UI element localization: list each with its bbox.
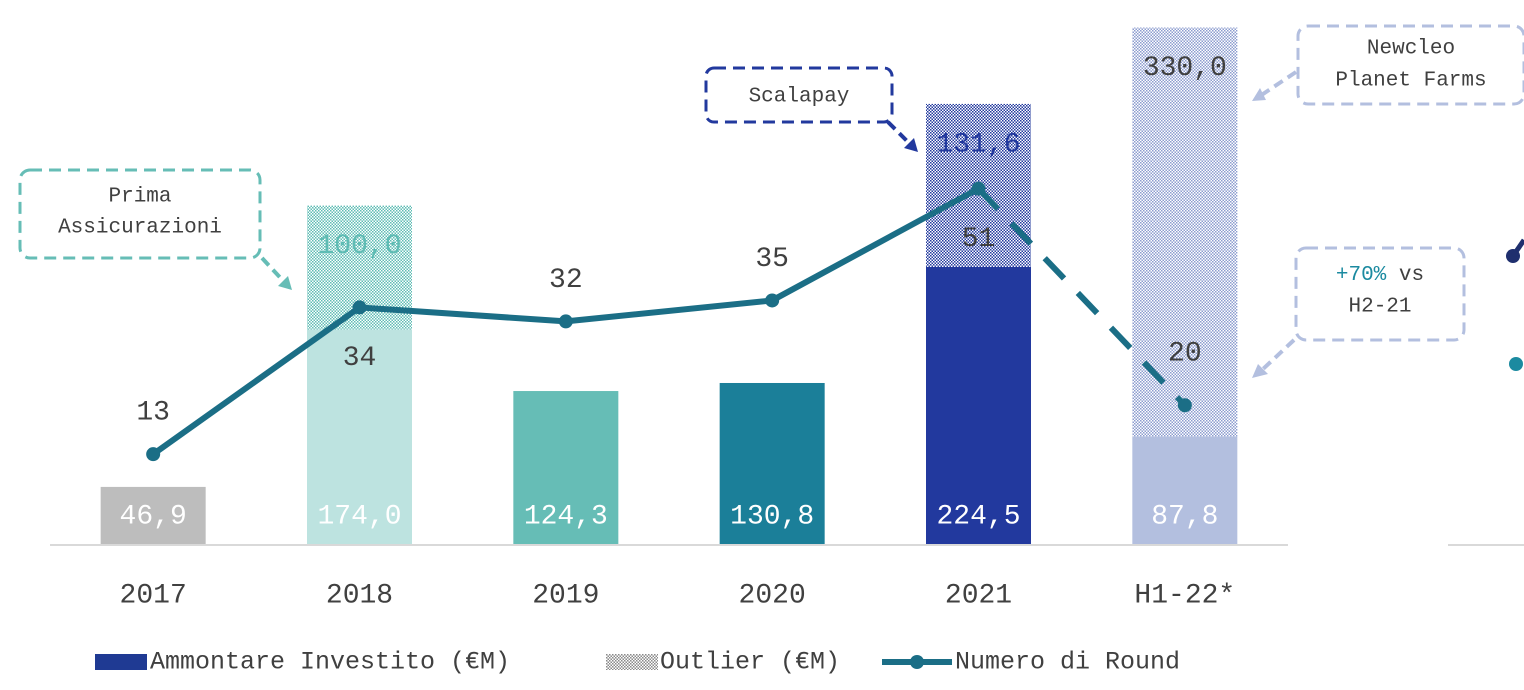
bar-label: 174,0 — [317, 501, 401, 532]
bar-label: 87,8 — [1151, 501, 1218, 532]
x-tick-label: 2020 — [739, 580, 806, 611]
line — [1510, 238, 1524, 258]
line-dashed — [976, 186, 1188, 408]
callout-text: Newcleo — [1367, 38, 1455, 61]
callout-arrow — [1260, 338, 1296, 372]
bar-label: 224,5 — [936, 501, 1020, 532]
legend-swatch — [910, 655, 924, 669]
callout-text: vs — [1399, 264, 1424, 287]
bar — [100, 486, 206, 545]
arrow-head — [278, 276, 292, 290]
legend-label: Outlier (€M) — [660, 648, 840, 677]
x-tick-label: 2019 — [532, 580, 599, 611]
callout-box — [704, 66, 894, 124]
callout-text: H2-21 — [1348, 296, 1411, 319]
line-point — [1177, 398, 1192, 413]
bars — [100, 27, 1238, 545]
line-point — [146, 447, 161, 462]
line-point — [558, 314, 573, 329]
arrow-head — [1252, 88, 1266, 101]
outlier-label: 330,0 — [1143, 53, 1227, 84]
bar — [926, 266, 1031, 545]
x-tick-label: 2021 — [945, 580, 1012, 611]
x-tick-label: 2017 — [120, 580, 187, 611]
bar — [307, 329, 412, 545]
clipped-chart — [1448, 238, 1524, 546]
callout-arrow — [260, 256, 290, 288]
callout-text: Prima — [108, 186, 171, 209]
callout-box — [18, 168, 262, 260]
legend-label: Numero di Round — [955, 648, 1180, 677]
legend-swatch — [95, 654, 147, 670]
line-label: 13 — [136, 398, 170, 429]
highlight: +70% — [1336, 264, 1387, 287]
bar — [1132, 436, 1238, 545]
outlier-bar — [1132, 27, 1238, 437]
arrow-head — [904, 138, 918, 152]
callout-text: +70% vs — [1336, 264, 1424, 287]
callout-arrow — [886, 120, 914, 148]
x-tick-label: H1-22* — [1134, 580, 1235, 611]
legend-swatch — [606, 654, 658, 670]
line-point — [971, 181, 986, 196]
outlier-label: 131,6 — [936, 129, 1020, 160]
dot — [1509, 357, 1523, 371]
line-label: 32 — [549, 265, 583, 296]
callout-box — [1294, 246, 1466, 342]
annotations: Prima Assicurazioni Scalapay Newcleo Pla… — [18, 24, 1524, 378]
line-label: 34 — [343, 343, 377, 374]
callout-text: Scalapay — [749, 86, 850, 109]
line-point — [765, 293, 780, 308]
bar-label: 124,3 — [524, 501, 608, 532]
x-tick-label: 2018 — [326, 580, 393, 611]
line-point — [352, 300, 367, 315]
legend-label: Ammontare Investito (€M) — [150, 648, 510, 677]
bar — [719, 382, 825, 545]
callout-arrow — [1258, 70, 1298, 98]
bar-label: 46,9 — [120, 501, 187, 532]
outlier-label: 100,0 — [317, 231, 401, 262]
bar — [513, 391, 619, 545]
bar-label: 130,8 — [730, 501, 814, 532]
arrow-head — [1252, 364, 1268, 378]
callout-text: Assicurazioni — [58, 217, 222, 240]
callout-box — [1296, 24, 1524, 106]
callout-text: Planet Farms — [1335, 70, 1486, 93]
line-label: 51 — [962, 224, 996, 255]
line-label: 20 — [1168, 339, 1202, 370]
line-label: 35 — [755, 244, 789, 275]
